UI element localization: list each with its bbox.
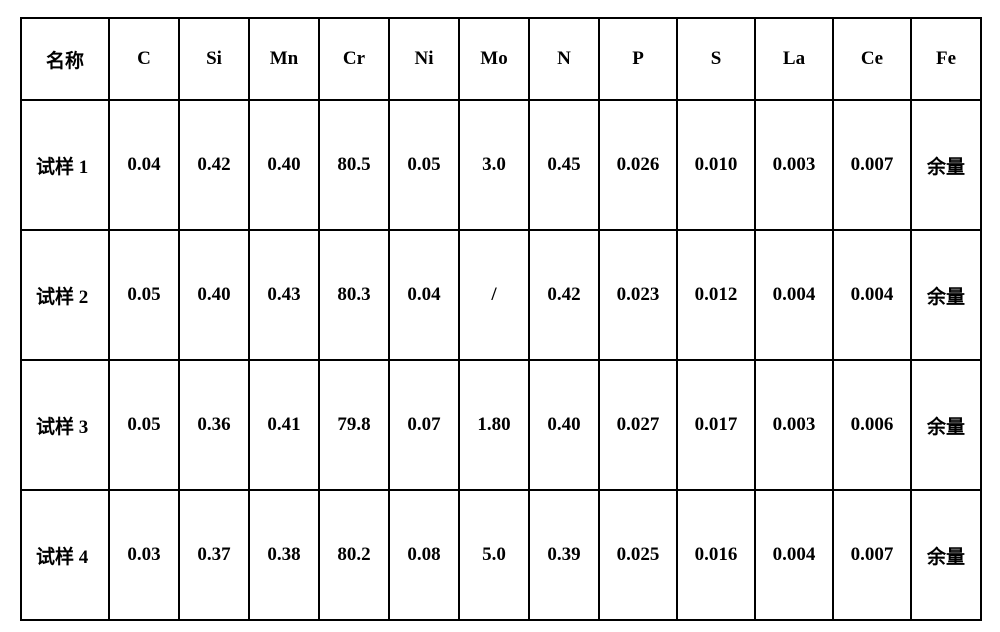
cell-ce: 0.006 <box>833 360 911 490</box>
cell-name: 试样 1 <box>21 100 109 230</box>
col-header-ce: Ce <box>833 18 911 100</box>
cell-si: 0.36 <box>179 360 249 490</box>
cell-s: 0.010 <box>677 100 755 230</box>
table-row: 试样 3 0.05 0.36 0.41 79.8 0.07 1.80 0.40 … <box>21 360 981 490</box>
cell-cr: 80.2 <box>319 490 389 620</box>
cell-la: 0.003 <box>755 100 833 230</box>
cell-mo: 5.0 <box>459 490 529 620</box>
cell-mn: 0.43 <box>249 230 319 360</box>
cell-name: 试样 3 <box>21 360 109 490</box>
cell-ni: 0.05 <box>389 100 459 230</box>
cell-mn: 0.38 <box>249 490 319 620</box>
cell-mn: 0.41 <box>249 360 319 490</box>
col-header-si: Si <box>179 18 249 100</box>
cell-mn: 0.40 <box>249 100 319 230</box>
cell-s: 0.012 <box>677 230 755 360</box>
col-header-cr: Cr <box>319 18 389 100</box>
cell-si: 0.40 <box>179 230 249 360</box>
cell-la: 0.003 <box>755 360 833 490</box>
col-header-c: C <box>109 18 179 100</box>
cell-si: 0.37 <box>179 490 249 620</box>
cell-ni: 0.07 <box>389 360 459 490</box>
cell-fe: 余量 <box>911 100 981 230</box>
col-header-ni: Ni <box>389 18 459 100</box>
cell-cr: 80.3 <box>319 230 389 360</box>
col-header-la: La <box>755 18 833 100</box>
cell-ce: 0.004 <box>833 230 911 360</box>
col-header-fe: Fe <box>911 18 981 100</box>
cell-mo: / <box>459 230 529 360</box>
table-row: 试样 1 0.04 0.42 0.40 80.5 0.05 3.0 0.45 0… <box>21 100 981 230</box>
table-row: 试样 4 0.03 0.37 0.38 80.2 0.08 5.0 0.39 0… <box>21 490 981 620</box>
col-header-name: 名称 <box>21 18 109 100</box>
cell-name: 试样 2 <box>21 230 109 360</box>
cell-cr: 79.8 <box>319 360 389 490</box>
cell-n: 0.40 <box>529 360 599 490</box>
cell-c: 0.05 <box>109 230 179 360</box>
cell-name: 试样 4 <box>21 490 109 620</box>
cell-ni: 0.08 <box>389 490 459 620</box>
table-header-row: 名称 C Si Mn Cr Ni Mo N P S La Ce Fe <box>21 18 981 100</box>
cell-fe: 余量 <box>911 230 981 360</box>
cell-ce: 0.007 <box>833 490 911 620</box>
cell-fe: 余量 <box>911 360 981 490</box>
cell-c: 0.04 <box>109 100 179 230</box>
col-header-mn: Mn <box>249 18 319 100</box>
cell-mo: 1.80 <box>459 360 529 490</box>
cell-p: 0.025 <box>599 490 677 620</box>
cell-p: 0.026 <box>599 100 677 230</box>
col-header-p: P <box>599 18 677 100</box>
cell-cr: 80.5 <box>319 100 389 230</box>
composition-table: 名称 C Si Mn Cr Ni Mo N P S La Ce Fe 试样 1 … <box>20 17 982 621</box>
cell-fe: 余量 <box>911 490 981 620</box>
table-row: 试样 2 0.05 0.40 0.43 80.3 0.04 / 0.42 0.0… <box>21 230 981 360</box>
cell-c: 0.05 <box>109 360 179 490</box>
cell-si: 0.42 <box>179 100 249 230</box>
cell-s: 0.016 <box>677 490 755 620</box>
col-header-n: N <box>529 18 599 100</box>
cell-n: 0.45 <box>529 100 599 230</box>
cell-la: 0.004 <box>755 230 833 360</box>
cell-s: 0.017 <box>677 360 755 490</box>
col-header-s: S <box>677 18 755 100</box>
cell-n: 0.39 <box>529 490 599 620</box>
cell-ce: 0.007 <box>833 100 911 230</box>
cell-p: 0.023 <box>599 230 677 360</box>
cell-n: 0.42 <box>529 230 599 360</box>
cell-ni: 0.04 <box>389 230 459 360</box>
col-header-mo: Mo <box>459 18 529 100</box>
cell-mo: 3.0 <box>459 100 529 230</box>
cell-c: 0.03 <box>109 490 179 620</box>
cell-p: 0.027 <box>599 360 677 490</box>
cell-la: 0.004 <box>755 490 833 620</box>
